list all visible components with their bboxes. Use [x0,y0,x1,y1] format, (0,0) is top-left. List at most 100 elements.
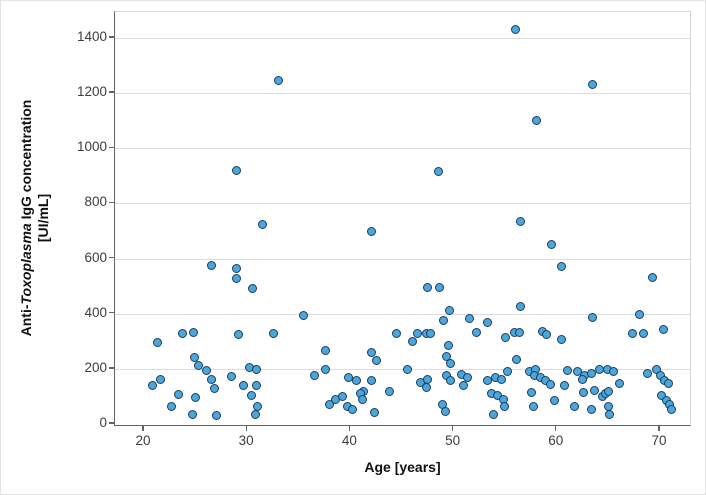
gridline-y800 [115,203,690,205]
data-point [247,284,257,294]
data-point [232,165,242,175]
data-point [569,402,579,412]
data-point [321,345,331,355]
data-point [528,402,538,412]
data-point [459,380,469,390]
data-point [147,381,157,391]
y-tick [109,422,114,424]
data-point [246,390,256,400]
data-point [352,376,362,386]
gridline-y1400 [115,38,690,40]
data-point [526,387,536,397]
data-point [369,408,379,418]
data-point [483,318,493,328]
data-point [152,337,162,347]
data-point [232,263,242,273]
data-point [347,404,357,414]
data-point [173,390,183,399]
data-point [238,381,248,391]
y-tick [109,91,114,93]
data-point [234,329,244,339]
data-point [643,368,653,378]
y-axis-title-line1: Anti-Toxoplasma IgG concentration [18,99,34,337]
data-point [656,390,666,400]
data-point [559,381,569,391]
x-tick [555,426,557,431]
y-tick-label: 1000 [76,139,107,155]
data-point [546,379,556,389]
y-axis-title-line2: [UI/mL] [35,193,51,243]
gridline-y1000 [115,148,690,150]
data-point [227,372,237,382]
data-point [392,328,402,338]
y-tick [109,201,114,204]
data-point [557,334,567,344]
data-point [167,402,177,412]
y-tick [109,146,114,148]
data-point [232,274,242,284]
data-point [366,376,376,386]
gridline-y200 [115,368,690,370]
data-point [588,312,598,322]
data-point [358,394,368,404]
x-tick [142,426,144,431]
data-point [515,327,525,337]
y-axis-title: Anti-Toxoplasma IgG concentration [UI/mL… [18,100,52,337]
data-point [407,336,417,346]
data-point [191,393,201,403]
data-point [206,260,216,270]
y-tick-label: 600 [84,249,107,265]
data-point [202,366,212,376]
data-point [402,365,412,375]
data-point [156,375,165,385]
data-point [371,356,381,366]
data-point [550,395,560,405]
data-point [440,406,450,416]
data-point [590,385,600,395]
data-point [587,368,597,378]
data-point [422,382,432,392]
data-point [309,370,319,380]
y-tick [109,367,114,369]
data-point [438,315,448,325]
y-tick [109,256,114,259]
data-point [194,361,204,371]
y-tick-label: 1400 [76,29,107,45]
data-point [579,387,589,397]
data-point [462,372,472,382]
data-point [423,283,433,293]
data-point [189,327,199,337]
x-tick-label: 50 [445,433,461,448]
gridline-y1200 [115,93,690,95]
data-point [366,226,376,236]
data-point [627,328,637,338]
data-point [258,219,268,229]
data-point [615,378,625,388]
data-point [251,380,261,390]
data-point [188,409,197,419]
data-point [206,375,216,385]
data-point [511,25,521,35]
data-point [325,399,335,409]
data-point [604,410,614,420]
data-point [587,405,597,415]
y-tick-label: 200 [84,359,107,375]
data-point [531,116,541,126]
data-point [412,328,422,338]
data-point [562,365,572,375]
y-tick-label: 0 [99,415,107,430]
data-point [446,358,455,368]
data-point [541,329,551,339]
y-tick-label: 800 [84,194,107,210]
data-point [464,313,474,323]
y-tick [109,312,114,314]
data-point [502,366,512,376]
y-tick [109,36,114,38]
x-tick-label: 20 [135,433,151,448]
data-point [299,311,309,321]
data-point [446,375,455,385]
data-point [609,366,619,376]
plot-area [114,11,691,426]
data-point [273,76,283,86]
